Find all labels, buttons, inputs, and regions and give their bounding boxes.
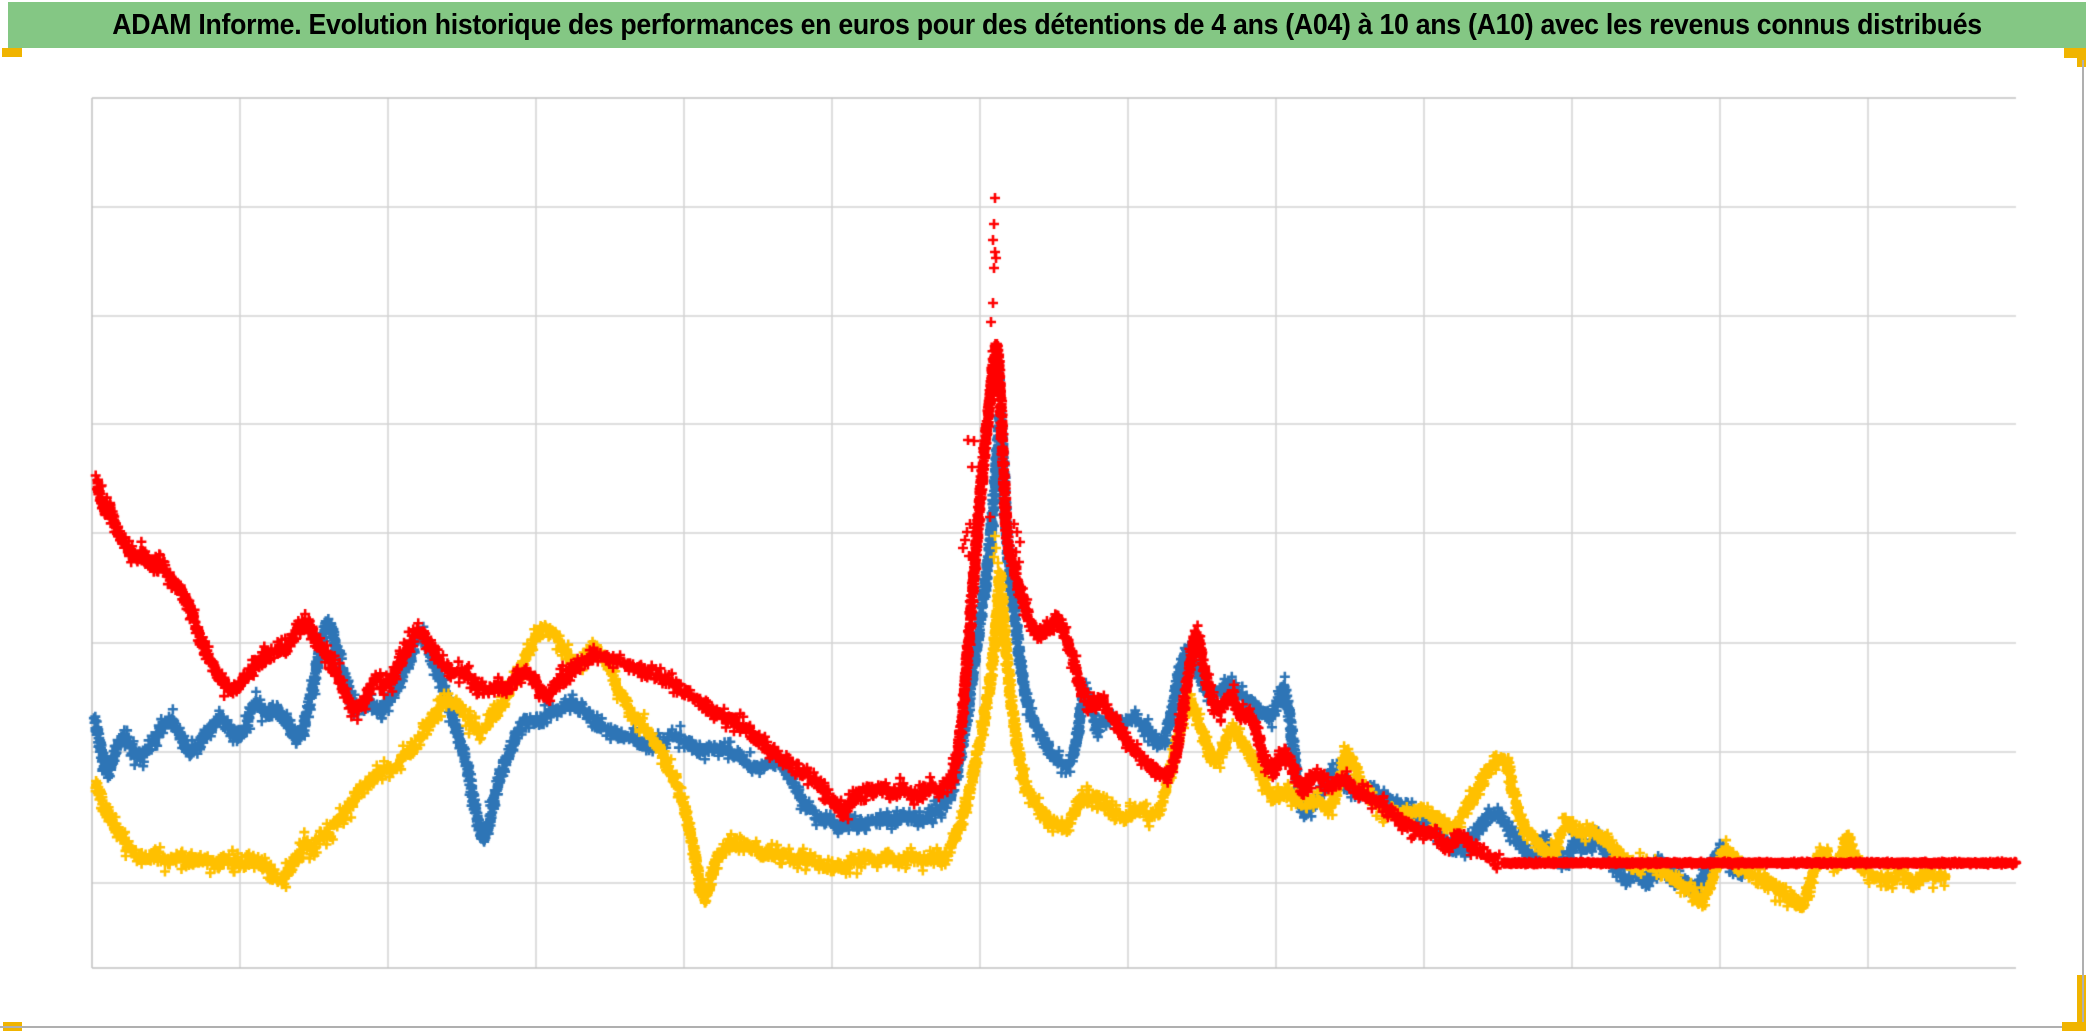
page-boundary-line-right	[2082, 60, 2084, 1022]
page-boundary-line-bottom	[0, 1026, 2062, 1028]
page-break-mark-top-left	[2, 48, 22, 57]
page-break-mark-bottom-right	[2062, 975, 2086, 1031]
page-break-mark-top-right	[2064, 48, 2086, 67]
